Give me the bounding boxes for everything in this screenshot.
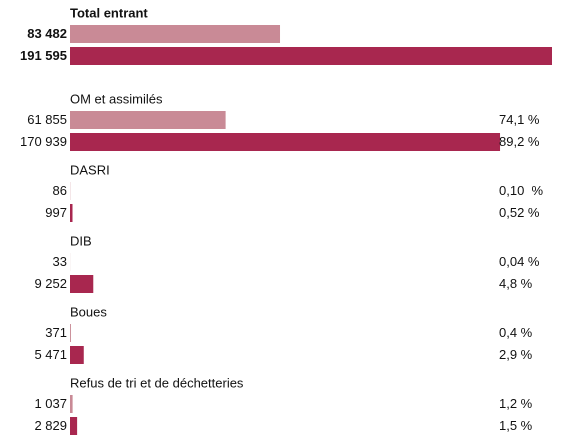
share-label: 0,10 % (499, 183, 544, 198)
bar (70, 395, 73, 413)
share-label: 74,1 % (499, 112, 540, 127)
bar (70, 133, 501, 151)
category-label: Boues (70, 304, 107, 319)
value-label: 33 (53, 254, 67, 269)
value-label: 997 (45, 205, 67, 220)
share-label: 0,04 % (499, 254, 540, 269)
value-label: 2 829 (34, 418, 67, 433)
category-label: Refus de tri et de déchetteries (70, 375, 244, 390)
value-label: 86 (53, 183, 67, 198)
bar (70, 417, 78, 435)
value-label: 191 595 (20, 48, 67, 63)
bar (70, 275, 94, 293)
value-label: 61 855 (27, 112, 67, 127)
category-label: Total entrant (70, 5, 148, 20)
category-label: DIB (70, 233, 92, 248)
value-label: 5 471 (34, 347, 67, 362)
bar (70, 204, 73, 222)
bar (70, 47, 552, 65)
bar (70, 346, 84, 364)
bar (70, 111, 226, 129)
value-label: 371 (45, 325, 67, 340)
value-label: 83 482 (27, 26, 67, 41)
value-label: 1 037 (34, 396, 67, 411)
value-label: 170 939 (20, 134, 67, 149)
share-label: 1,5 % (499, 418, 533, 433)
bar (70, 25, 281, 43)
value-label: 9 252 (34, 276, 67, 291)
share-label: 0,52 % (499, 205, 540, 220)
bar (70, 324, 71, 342)
share-label: 2,9 % (499, 347, 533, 362)
share-label: 0,4 % (499, 325, 533, 340)
category-label: DASRI (70, 162, 110, 177)
share-label: 89,2 % (499, 134, 540, 149)
category-label: OM et assimilés (70, 91, 163, 106)
share-label: 1,2 % (499, 396, 533, 411)
share-label: 4,8 % (499, 276, 533, 291)
